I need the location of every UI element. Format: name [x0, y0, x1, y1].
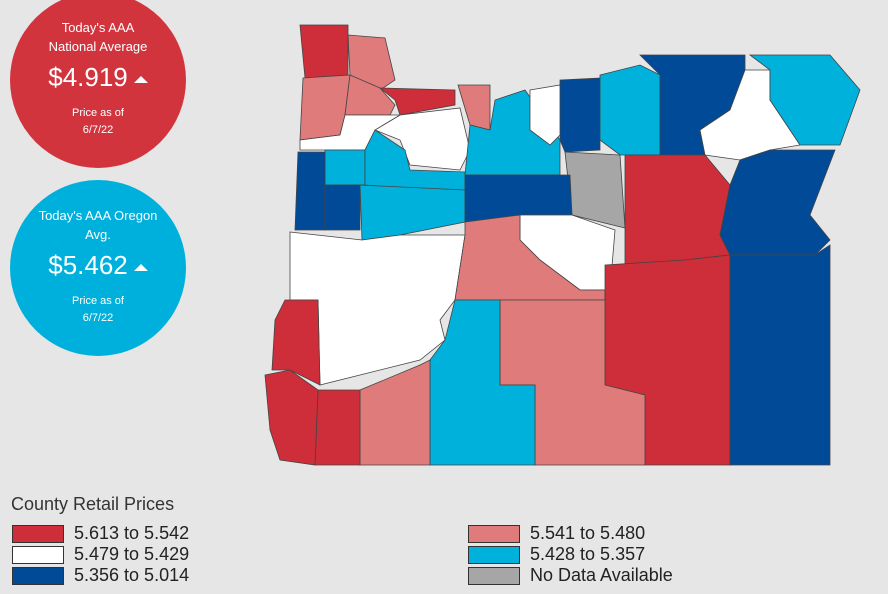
legend-label: 5.356 to 5.014 [74, 565, 190, 585]
legend-label: No Data Available [530, 565, 673, 585]
legend-item: No Data Available [468, 565, 673, 586]
legend-swatch [468, 546, 520, 565]
legend-swatch [12, 567, 64, 586]
legend-item: 5.428 to 5.357 [468, 544, 646, 565]
national-badge: Today's AAA National Average $4.919 Pric… [10, 0, 186, 168]
up-arrow [133, 75, 148, 83]
price: $4.919 [48, 62, 128, 92]
counties [264, 24, 861, 466]
legend-title: County Retail Prices [11, 494, 175, 514]
legend-swatch [12, 546, 64, 565]
legend-swatch [468, 567, 520, 586]
badge-price: $4.919 [10, 62, 186, 93]
oregon-badge: Today's AAA Oregon Avg. $5.462 Price as … [10, 180, 186, 356]
badge-note: Price as of 6/7/22 [72, 295, 124, 324]
legend-label: 5.613 to 5.542 [74, 523, 190, 543]
badge-note: Price as of 6/7/22 [72, 107, 124, 136]
badge-title: Today's AAA Oregon Avg. [38, 208, 158, 242]
price: $5.462 [48, 250, 128, 280]
legend-item: 5.479 to 5.429 [12, 544, 190, 565]
legend-item: 5.613 to 5.542 [12, 523, 190, 544]
legend-swatch [12, 525, 64, 544]
legend-swatch [468, 525, 520, 544]
badge-price: $5.462 [10, 250, 186, 281]
legend-label: 5.541 to 5.480 [530, 523, 646, 543]
legend-label: 5.428 to 5.357 [530, 544, 646, 564]
legend-label: 5.479 to 5.429 [74, 544, 190, 564]
up-arrow [133, 263, 148, 271]
badge-title: Today's AAA National Average [48, 20, 148, 54]
oregon-map [264, 24, 861, 466]
legend-item: 5.541 to 5.480 [468, 523, 646, 544]
legend-item: 5.356 to 5.014 [12, 565, 190, 586]
